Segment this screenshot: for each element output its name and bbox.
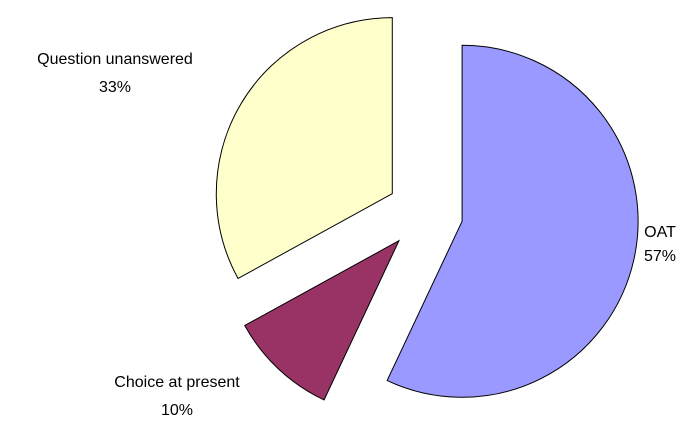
slice-label-oat: OAT [644,224,676,241]
pie-slices [215,17,639,401]
pie-slice-choice-at-present [244,239,401,401]
slice-percent-question-unanswered: 33% [99,79,131,96]
pie-slice-oat [386,44,639,398]
slice-label-question-unanswered: Question unanswered [37,51,193,68]
pie-slice-question-unanswered [215,17,393,280]
slice-label-choice-at-present: Choice at present [114,374,240,391]
slice-percent-oat: 57% [644,248,676,265]
slice-percent-choice-at-present: 10% [161,402,193,419]
